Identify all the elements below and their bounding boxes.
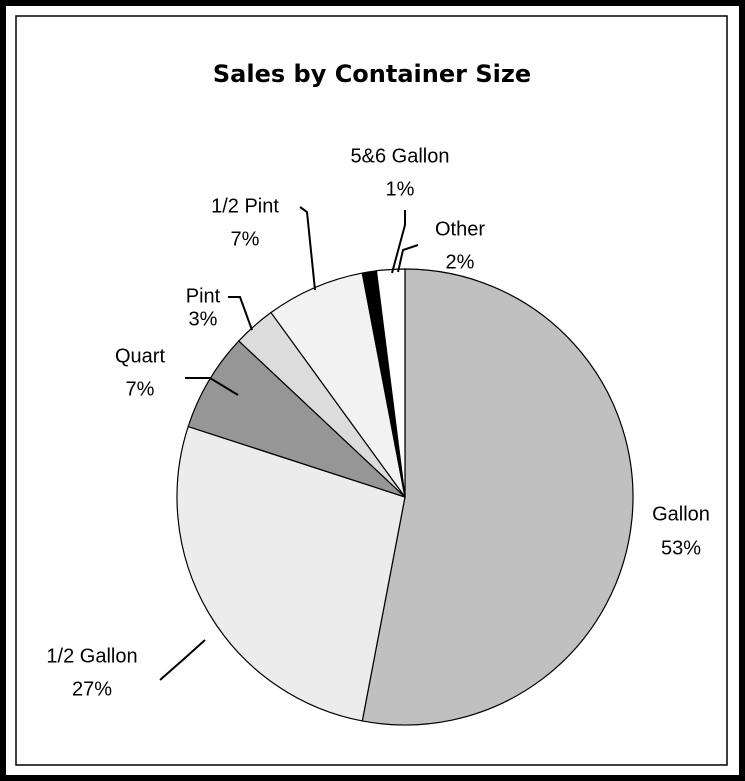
slice-value-label: 53% xyxy=(661,537,701,559)
pie-slice xyxy=(176,425,406,722)
slice-value-label: 2% xyxy=(446,251,475,273)
chart-title: Sales by Container Size xyxy=(213,60,531,88)
inner-frame xyxy=(15,15,728,766)
slice-label: 5&6 Gallon xyxy=(351,145,450,167)
pie-slice xyxy=(375,268,406,498)
leader-line xyxy=(299,206,316,291)
slice-label: Other xyxy=(435,218,485,240)
slice-value-label: 1% xyxy=(386,178,415,200)
slice-label: Quart xyxy=(115,345,165,367)
slice-label: 1/2 Pint xyxy=(211,195,279,217)
leader-line xyxy=(228,296,253,331)
slice-value-label: 7% xyxy=(231,228,260,250)
pie-slice xyxy=(361,268,634,726)
leader-line xyxy=(397,244,419,273)
leader-line xyxy=(391,210,406,274)
slice-label: 1/2 Gallon xyxy=(46,645,137,667)
leader-line xyxy=(159,639,206,681)
slice-value-label: 3% xyxy=(189,308,218,330)
slice-value-label: 7% xyxy=(126,378,155,400)
slice-label: Gallon xyxy=(652,503,710,525)
leader-line xyxy=(185,377,239,396)
slice-label: Pint xyxy=(186,285,221,307)
slice-value-label: 27% xyxy=(72,678,112,700)
